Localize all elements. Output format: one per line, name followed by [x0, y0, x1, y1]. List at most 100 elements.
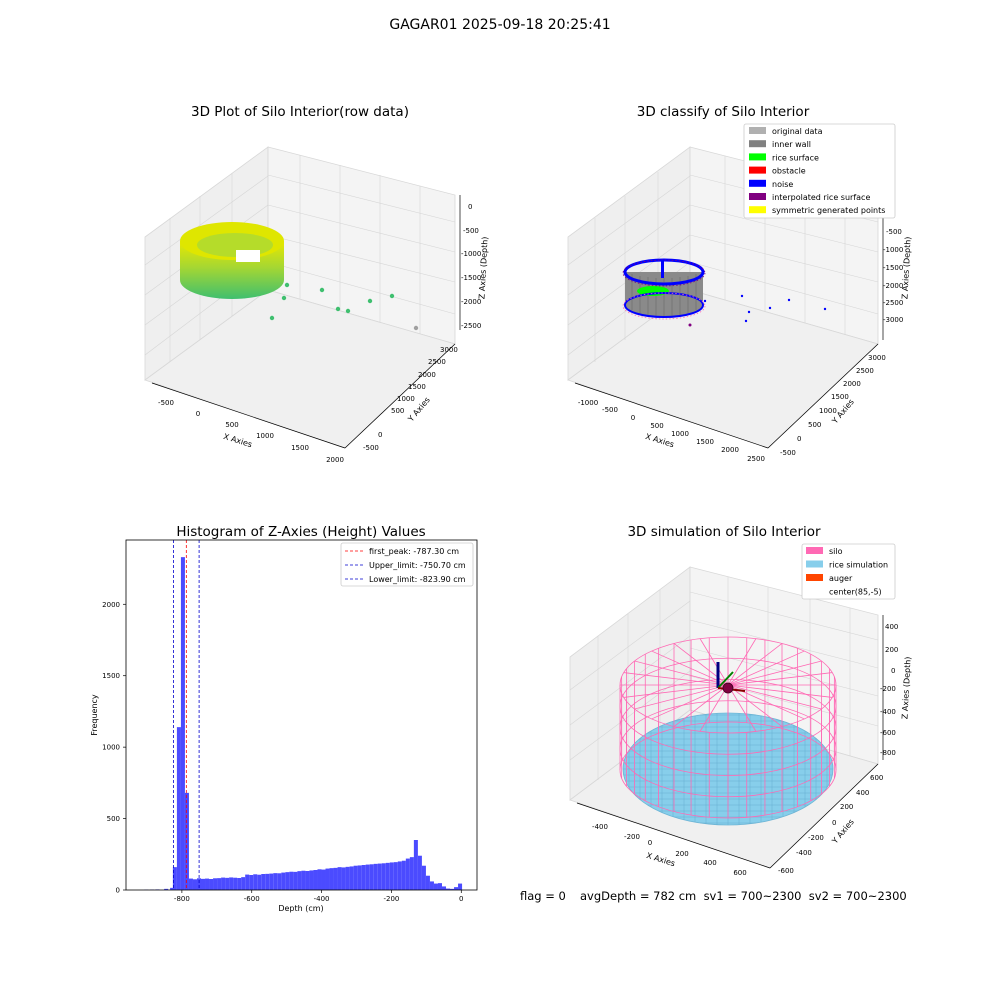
- silo-roof-spoke: [727, 684, 822, 710]
- classify-x-tick: 0: [631, 414, 635, 422]
- silo-roof-spoke: [623, 684, 729, 698]
- silo-roof-spoke: [727, 638, 757, 686]
- hist-y-tick-label: 1500: [102, 672, 120, 680]
- hist-y-label: Frequency: [90, 694, 99, 736]
- histogram-bar: [269, 873, 274, 890]
- classify-stray-point: [703, 299, 707, 303]
- classify-legend-swatch: [749, 127, 766, 134]
- histogram-bar: [221, 877, 226, 890]
- raw-x-tick: 500: [225, 421, 238, 429]
- sim-legend-swatch: [806, 560, 823, 568]
- histogram-bar: [413, 840, 418, 890]
- raw-stray-point: [269, 315, 275, 321]
- classify-y-tick: -500: [780, 449, 796, 457]
- classify-obstacle-column: [661, 260, 664, 278]
- histogram-bar: [361, 865, 366, 890]
- hist-axes-frame: [125, 539, 478, 891]
- histogram-bar: [301, 870, 306, 890]
- histogram-bar: [321, 869, 326, 890]
- raw-y-tick: 1000: [397, 395, 415, 403]
- raw-z-tick: -1500: [461, 274, 481, 282]
- classify-x-ticks: -1000 -500 0 500 1000 1500 2000 2500: [578, 399, 765, 463]
- histogram-bar: [454, 887, 459, 890]
- sim-z-tick: 0: [891, 667, 895, 675]
- classify-legend: original data inner wall rice surface obsta…: [743, 123, 896, 219]
- hist-x-ticks: -800 -600 -400 -200 0: [174, 890, 464, 903]
- histogram-bar: [217, 878, 222, 890]
- classify-stray-point: [740, 294, 744, 298]
- classify-legend-swatch: [749, 193, 766, 200]
- sim-y-tick: 200: [840, 803, 853, 811]
- raw-stray-point: [284, 282, 290, 288]
- histogram-bar: [196, 878, 202, 890]
- sim-y-tick: -400: [796, 849, 812, 857]
- raw-x-tick: 2000: [326, 456, 344, 464]
- sim-y-ticks: -600 -400 -200 0 200 400 600: [778, 774, 883, 875]
- histogram-bar: [353, 865, 358, 890]
- histogram-bar: [201, 878, 206, 890]
- sim-y-tick: 600: [870, 774, 883, 782]
- silo-roof-spoke: [727, 650, 805, 686]
- sim-x-ticks: -400 -200 0 200 400 600: [592, 823, 747, 877]
- raw-z-tick: -500: [463, 227, 479, 235]
- silo-roof-spoke: [673, 684, 729, 727]
- hist-vlines: [173, 540, 200, 890]
- classify-stray-point: [747, 310, 751, 314]
- hist-legend-label: first_peak: -787.30 cm: [369, 547, 459, 556]
- histogram-bar: [297, 871, 302, 890]
- silo-roof-spoke: [634, 684, 729, 710]
- classify-x-tick: -500: [602, 406, 618, 414]
- raw-axes-box: [144, 146, 461, 449]
- histogram-bar: [249, 875, 254, 890]
- histogram-bar: [397, 861, 402, 890]
- histogram-bar: [325, 868, 330, 890]
- raw-x-ticks: -500 0 500 1000 1500 2000: [158, 399, 344, 464]
- raw-stray-point: [335, 306, 341, 312]
- classify-stray-point: [787, 298, 791, 302]
- histogram-bar: [192, 879, 197, 890]
- sim-legend-label: auger: [829, 574, 853, 583]
- sim-z-tick: -800: [880, 749, 896, 757]
- classify-legend-swatch: [749, 166, 766, 174]
- histogram-bar: [437, 883, 442, 890]
- sim-x-tick: -400: [592, 823, 608, 831]
- histogram-bar: [180, 557, 185, 890]
- classify-y-tick: 1000: [819, 407, 837, 415]
- raw-z-ticks: 0 -500 -1000 -1500 -2000 -2500: [461, 203, 481, 330]
- sim-legend-swatch: [806, 574, 823, 581]
- panel-classify: 3D classify of Silo Interior -1000 -500: [567, 104, 913, 463]
- sim-auger: [722, 682, 734, 694]
- raw-stray-point: [319, 287, 325, 293]
- classify-y-tick: 2000: [843, 380, 861, 388]
- histogram-bar: [377, 863, 382, 890]
- histogram-bar: [170, 887, 175, 890]
- histogram-bar: [253, 874, 258, 890]
- histogram-bar: [345, 866, 350, 890]
- raw-y-tick: 0: [378, 431, 382, 439]
- classify-x-tick: 2000: [721, 446, 739, 454]
- histogram-bar: [401, 860, 406, 890]
- histogram-bar: [429, 881, 434, 890]
- silo-roof-spoke: [651, 684, 729, 720]
- hist-y-tick-label: 2000: [102, 601, 120, 609]
- raw-z-label: Z Axies (Depth): [477, 236, 489, 299]
- raw-z-tick: -2500: [461, 322, 481, 330]
- sim-z-ticks: 400 200 0 -200 -400 -600 -800: [880, 623, 898, 757]
- histogram-bar: [305, 871, 310, 890]
- classify-y-tick: 2500: [856, 367, 874, 375]
- sim-legend-label: silo: [829, 547, 843, 556]
- histogram-bar: [172, 867, 177, 890]
- raw-y-tick: -500: [363, 444, 379, 452]
- classify-x-tick: 1500: [696, 438, 714, 446]
- hist-y-tick-label: 500: [107, 815, 120, 823]
- sim-z-tick: -200: [880, 685, 896, 693]
- raw-stray-point: [389, 293, 395, 299]
- sim-y-tick: 400: [856, 789, 869, 797]
- raw-point-cloud: [180, 222, 419, 331]
- panel-histogram: Histogram of Z-Axies (Height) Values -80…: [90, 524, 478, 913]
- classify-stray-point: [688, 323, 692, 327]
- histogram-bar: [293, 871, 298, 890]
- histogram-bar: [409, 857, 414, 890]
- raw-x-tick: 1500: [291, 444, 309, 452]
- depth-stats-text: avgDepth = 782 cm sv1 = 700~2300 sv2 = 7…: [580, 889, 907, 903]
